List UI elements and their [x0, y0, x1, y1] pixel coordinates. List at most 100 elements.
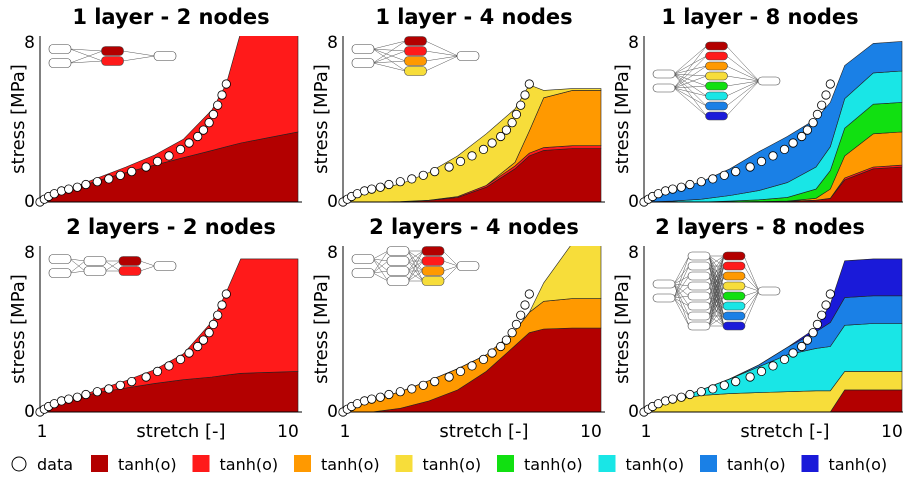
node: [386, 256, 410, 266]
data-point: [825, 79, 835, 89]
network-diagram-icon: [652, 41, 781, 121]
panel-6: 2 layers - 8 nodes 8 0 stress [MPa] 1 10 stret…: [612, 215, 903, 442]
data-point: [184, 138, 194, 148]
y-tick-label: 8: [628, 33, 639, 53]
node: [705, 111, 728, 121]
y-axis-label: stress [MPa]: [311, 64, 332, 174]
legend-data-label: data: [37, 455, 73, 474]
data-point: [821, 300, 831, 310]
area-series-4: [343, 246, 602, 412]
data-point: [731, 376, 741, 387]
data-point: [367, 184, 377, 194]
data-point: [808, 118, 818, 128]
data-point: [788, 138, 798, 148]
data-point: [72, 182, 82, 192]
node: [722, 271, 746, 281]
network-diagram-icon: [351, 36, 480, 76]
data-point: [676, 392, 686, 402]
data-point: [152, 366, 163, 376]
node: [687, 281, 711, 291]
y-tick-label: 0: [24, 192, 35, 212]
data-point: [104, 384, 114, 394]
data-point: [708, 174, 718, 184]
network-diagram-icon: [48, 44, 177, 68]
node: [404, 56, 427, 66]
data-point: [444, 162, 454, 172]
node: [687, 321, 711, 331]
data-point: [516, 100, 526, 110]
data-point: [808, 328, 818, 338]
data-point: [478, 144, 489, 154]
node: [48, 254, 72, 264]
node: [421, 266, 445, 276]
data-points: [639, 79, 835, 207]
data-point: [221, 79, 231, 89]
data-point: [524, 79, 534, 89]
area-series-7: [644, 41, 903, 202]
data-point: [825, 289, 835, 299]
data-point: [668, 394, 678, 404]
x-axis-label: stretch [-]: [439, 421, 528, 442]
node: [722, 291, 746, 301]
panel-2: 1 layer - 4 nodes 8 0 stress [MPa]: [311, 5, 605, 212]
node: [351, 268, 375, 278]
node: [351, 254, 375, 264]
data-point: [418, 380, 428, 390]
node: [456, 51, 480, 61]
data-point: [152, 156, 163, 166]
area-series-2: [40, 36, 299, 202]
data-point: [676, 182, 686, 192]
data-point: [64, 184, 74, 194]
legend-swatch: [598, 455, 616, 472]
network-diagram-icon: [351, 246, 480, 286]
data-point: [141, 372, 151, 382]
x-tick-label: 10: [881, 422, 903, 442]
legend-label: tanh(o): [220, 455, 279, 474]
x-tick-label: 1: [37, 422, 48, 442]
data-point: [779, 144, 790, 154]
data-point: [375, 392, 385, 402]
data-points: [338, 79, 534, 207]
node: [705, 91, 728, 101]
node: [705, 71, 728, 81]
data-point: [516, 310, 526, 320]
stack-areas: [343, 246, 602, 412]
data-point: [217, 90, 227, 100]
data-point: [768, 151, 778, 161]
data-point: [204, 118, 214, 128]
data-point: [507, 118, 517, 128]
legend-data-marker: [11, 456, 27, 472]
data-point: [164, 151, 174, 161]
node: [386, 246, 410, 256]
y-tick-label: 8: [327, 243, 338, 263]
data-points: [35, 289, 231, 417]
data-point: [467, 151, 477, 161]
data-point: [501, 335, 511, 345]
panel-title: 1 layer - 8 nodes: [661, 5, 858, 29]
node: [118, 266, 142, 276]
data-point: [81, 389, 91, 400]
data-point: [115, 380, 125, 390]
area-series-2: [40, 258, 299, 412]
node: [705, 81, 728, 91]
legend-swatch: [192, 455, 210, 472]
data-point: [817, 310, 827, 320]
node: [722, 281, 746, 291]
node: [118, 256, 142, 266]
node: [687, 311, 711, 321]
data-point: [668, 184, 678, 194]
node: [421, 256, 445, 266]
legend-swatch: [395, 455, 413, 472]
node: [48, 44, 72, 54]
data-point: [72, 392, 82, 402]
legend-swatch: [91, 455, 108, 472]
y-tick-label: 0: [628, 402, 639, 422]
node: [705, 51, 728, 61]
node: [705, 101, 728, 111]
data-point: [407, 384, 417, 394]
data-point: [64, 394, 74, 404]
node: [722, 261, 746, 271]
y-tick-label: 0: [24, 402, 35, 422]
data-point: [221, 289, 231, 299]
data-point: [797, 341, 807, 352]
